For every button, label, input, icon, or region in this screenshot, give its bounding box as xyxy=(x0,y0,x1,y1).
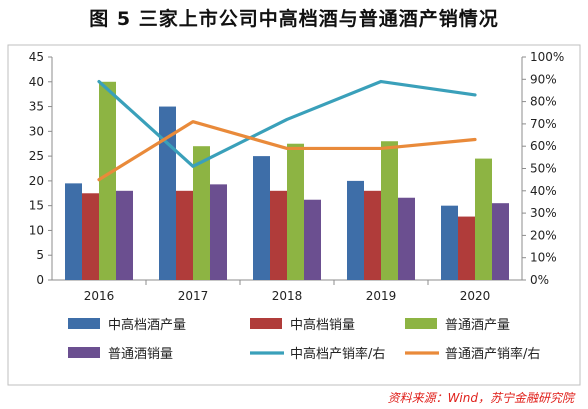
bar xyxy=(287,143,304,280)
left-tick-label: 15 xyxy=(29,199,44,213)
right-tick-label: 50% xyxy=(530,162,557,176)
bar xyxy=(210,184,227,280)
left-tick-label: 40 xyxy=(29,75,44,89)
lines xyxy=(97,79,477,182)
left-tick-label: 20 xyxy=(29,174,44,188)
legend-label: 中高档销量 xyxy=(290,317,355,333)
bar xyxy=(65,183,82,280)
left-tick-label: 45 xyxy=(29,50,44,64)
right-tick-label: 90% xyxy=(530,72,557,86)
bar xyxy=(492,203,509,280)
legend-label: 普通酒产量 xyxy=(445,318,510,333)
bar xyxy=(364,190,381,280)
bar xyxy=(99,81,116,281)
legend-swatch xyxy=(68,318,100,329)
right-tick-label: 0% xyxy=(530,273,549,287)
bar xyxy=(304,199,321,280)
right-tick-label: 40% xyxy=(530,184,557,198)
right-tick-label: 20% xyxy=(530,228,557,242)
bar xyxy=(398,197,415,280)
left-tick-label: 10 xyxy=(29,223,44,237)
legend-label: 普通酒产销率/右 xyxy=(445,346,540,362)
series-line xyxy=(97,120,477,182)
left-tick-label: 35 xyxy=(29,100,44,114)
bar xyxy=(116,190,133,280)
left-tick-label: 0 xyxy=(36,273,44,287)
legend-swatch xyxy=(250,318,282,329)
bar xyxy=(253,156,270,280)
right-tick-label: 10% xyxy=(530,251,557,265)
right-tick-label: 60% xyxy=(530,139,557,153)
bar xyxy=(441,205,458,280)
legend-label: 中高档产销率/右 xyxy=(290,346,385,362)
x-tick-label: 2020 xyxy=(460,289,491,303)
bar xyxy=(176,190,193,280)
bars xyxy=(65,81,509,281)
left-tick-label: 30 xyxy=(29,124,44,138)
legend-label: 中高档酒产量 xyxy=(108,317,186,333)
chart-title: 图 5 三家上市公司中高档酒与普通酒产销情况 xyxy=(89,8,499,30)
bar xyxy=(159,106,176,280)
bar xyxy=(82,193,99,280)
x-tick-label: 2017 xyxy=(178,289,209,303)
bar xyxy=(475,158,492,280)
bar xyxy=(381,141,398,280)
x-tick-label: 2019 xyxy=(366,289,397,303)
axes: 0 5 10 15 20 25 30 35 40 45 0% 10% 20% 30% 40% 50% 60% 70… xyxy=(29,50,565,303)
x-tick-label: 2016 xyxy=(84,289,115,303)
bar xyxy=(270,190,287,280)
legend-swatch xyxy=(405,318,437,329)
source-note: 资料来源：Wind，苏宁金融研究院 xyxy=(387,391,574,405)
left-tick-label: 25 xyxy=(29,149,44,163)
right-tick-label: 100% xyxy=(530,50,564,64)
legend-swatch xyxy=(68,347,100,358)
series-line xyxy=(97,79,477,168)
x-tick-label: 2018 xyxy=(272,289,303,303)
bar xyxy=(193,146,210,280)
legend-label: 普通酒销量 xyxy=(108,347,173,362)
left-tick-label: 5 xyxy=(36,248,44,262)
right-tick-label: 30% xyxy=(530,206,557,220)
bar xyxy=(347,180,364,280)
right-tick-label: 80% xyxy=(530,95,557,109)
right-tick-label: 70% xyxy=(530,117,557,131)
bar xyxy=(458,216,475,280)
